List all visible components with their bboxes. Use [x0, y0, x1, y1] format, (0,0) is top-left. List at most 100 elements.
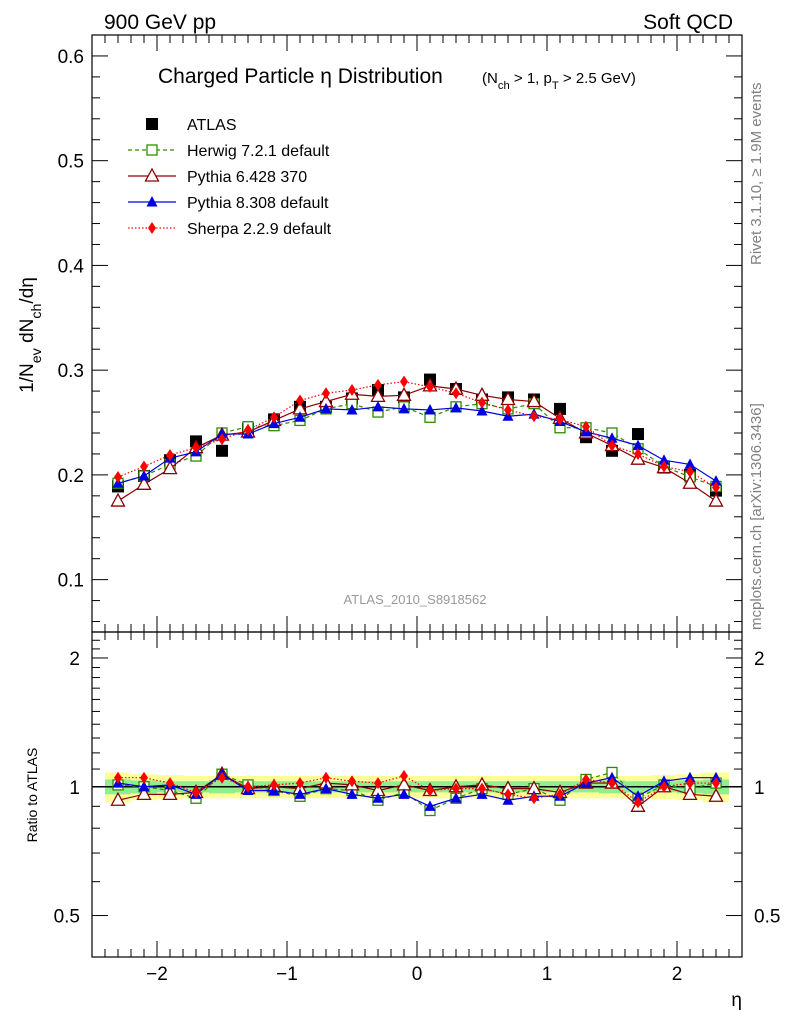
point-sherpa [140, 460, 148, 473]
point-pythia6 [526, 393, 542, 408]
ratio-ytick-label: 0.5 [54, 907, 80, 928]
main-ylabel: 1/Nev dNch/dη [17, 277, 45, 393]
point-sherpa [244, 780, 252, 793]
legend-marker-sherpa [148, 222, 156, 234]
point-pythia8 [398, 788, 410, 799]
point-sherpa [452, 387, 460, 400]
series-sherpa [114, 375, 720, 494]
point-sherpa [114, 771, 122, 784]
ratio-ytick-label-right: 1 [754, 778, 765, 799]
point-sherpa [530, 410, 538, 423]
point-pythia8 [294, 788, 306, 799]
point-pythia8 [294, 411, 306, 422]
point-pythia8 [320, 402, 332, 414]
main-ytick-label: 0.5 [58, 152, 84, 173]
point-sherpa [608, 439, 616, 452]
series-sherpa [114, 769, 720, 809]
point-pythia8 [424, 800, 436, 811]
main-ytick-label: 0.4 [58, 256, 85, 277]
legend-item-pythia6: Pythia 6.428 370 [128, 167, 307, 186]
point-sherpa [556, 788, 564, 801]
legend-marker-herwig [146, 144, 158, 156]
x-axis-label: η [731, 990, 742, 1011]
main-panel: 0.1 0.2 0.3 0.4 0.5 0.6 Charged Particle η Di… [17, 34, 743, 633]
point-sherpa [556, 413, 564, 426]
point-sherpa [192, 786, 200, 799]
ratio-ytick-label: 2 [69, 649, 80, 670]
ratio-xtick-label: −2 [146, 964, 168, 985]
point-sherpa [504, 788, 512, 801]
point-pythia8 [346, 788, 358, 799]
legend-label-pythia6: Pythia 6.428 370 [187, 169, 307, 186]
point-pythia8 [346, 403, 358, 415]
series-line-sherpa [117, 381, 717, 488]
point-sherpa [504, 403, 512, 416]
point-pythia6 [110, 791, 126, 806]
point-sherpa [374, 378, 382, 391]
point-pythia8 [632, 790, 644, 801]
point-sherpa [686, 465, 694, 478]
point-sherpa [244, 423, 252, 436]
point-sherpa [348, 775, 356, 788]
main-ytick-label: 0.1 [58, 571, 84, 592]
point-pythia8 [138, 469, 150, 481]
point-sherpa [686, 777, 694, 790]
analysis-id: ATLAS_2010_S8918562 [344, 592, 487, 607]
point-pythia8 [684, 771, 696, 783]
point-sherpa [322, 771, 330, 784]
point-sherpa [348, 384, 356, 397]
point-sherpa [400, 375, 408, 388]
legend-marker-atlas [146, 118, 158, 130]
point-sherpa [634, 447, 642, 460]
point-sherpa [530, 792, 538, 805]
main-series-layer [110, 373, 724, 507]
mcplots-label: mcplots.cern.ch [arXiv:1306.3436] [748, 403, 765, 630]
legend: ATLAS Herwig 7.2.1 default Pythia 6.428 37… [128, 117, 332, 238]
point-sherpa [608, 777, 616, 790]
legend-marker-pythia8 [146, 196, 158, 207]
point-pythia6 [110, 492, 126, 507]
point-sherpa [270, 778, 278, 791]
point-pythia8 [710, 771, 722, 783]
ratio-panel: −2 −1 0 1 2 0.5 0.5 1 1 2 2 Ratio to ATLAS η [24, 631, 780, 1011]
point-pythia8 [632, 439, 644, 451]
point-sherpa [660, 460, 668, 473]
point-sherpa [114, 470, 122, 483]
chart-title-cuts: (Nch > 1, pT > 2.5 GeV) [482, 70, 636, 92]
main-axes: 0.1 0.2 0.3 0.4 0.5 0.6 [58, 35, 743, 632]
point-sherpa [296, 394, 304, 407]
point-sherpa [660, 780, 668, 793]
legend-label-herwig: Herwig 7.2.1 default [187, 143, 330, 160]
series-line-sherpa [118, 775, 716, 803]
point-atlas [554, 402, 566, 415]
series-atlas [112, 373, 722, 497]
point-pythia6 [162, 785, 178, 800]
point-pythia8 [138, 780, 150, 792]
point-pythia8 [710, 475, 722, 486]
point-sherpa [270, 411, 278, 424]
ratio-ylabel: Ratio to ATLAS [24, 748, 40, 843]
point-sherpa [426, 380, 434, 393]
point-pythia6 [708, 492, 724, 507]
ratio-xtick-label: 0 [412, 964, 423, 985]
point-pythia6 [396, 386, 412, 401]
point-pythia8 [320, 782, 332, 794]
point-sherpa [712, 777, 720, 790]
legend-label-atlas: ATLAS [187, 117, 237, 134]
rivet-label: Rivet 3.1.10, ≥ 1.9M events [748, 83, 765, 266]
point-sherpa [400, 769, 408, 782]
ratio-ytick-label: 1 [69, 778, 80, 799]
point-pythia8 [476, 405, 488, 416]
point-sherpa [478, 396, 486, 409]
ratio-xtick-label: 2 [672, 964, 683, 985]
point-pythia6 [162, 460, 178, 475]
point-sherpa [478, 782, 486, 795]
point-sherpa [166, 777, 174, 790]
point-sherpa [166, 448, 174, 461]
point-sherpa [452, 782, 460, 795]
point-sherpa [582, 773, 590, 786]
point-pythia6 [682, 785, 698, 800]
ratio-ytick-label-right: 0.5 [754, 907, 780, 928]
point-atlas [216, 444, 228, 457]
